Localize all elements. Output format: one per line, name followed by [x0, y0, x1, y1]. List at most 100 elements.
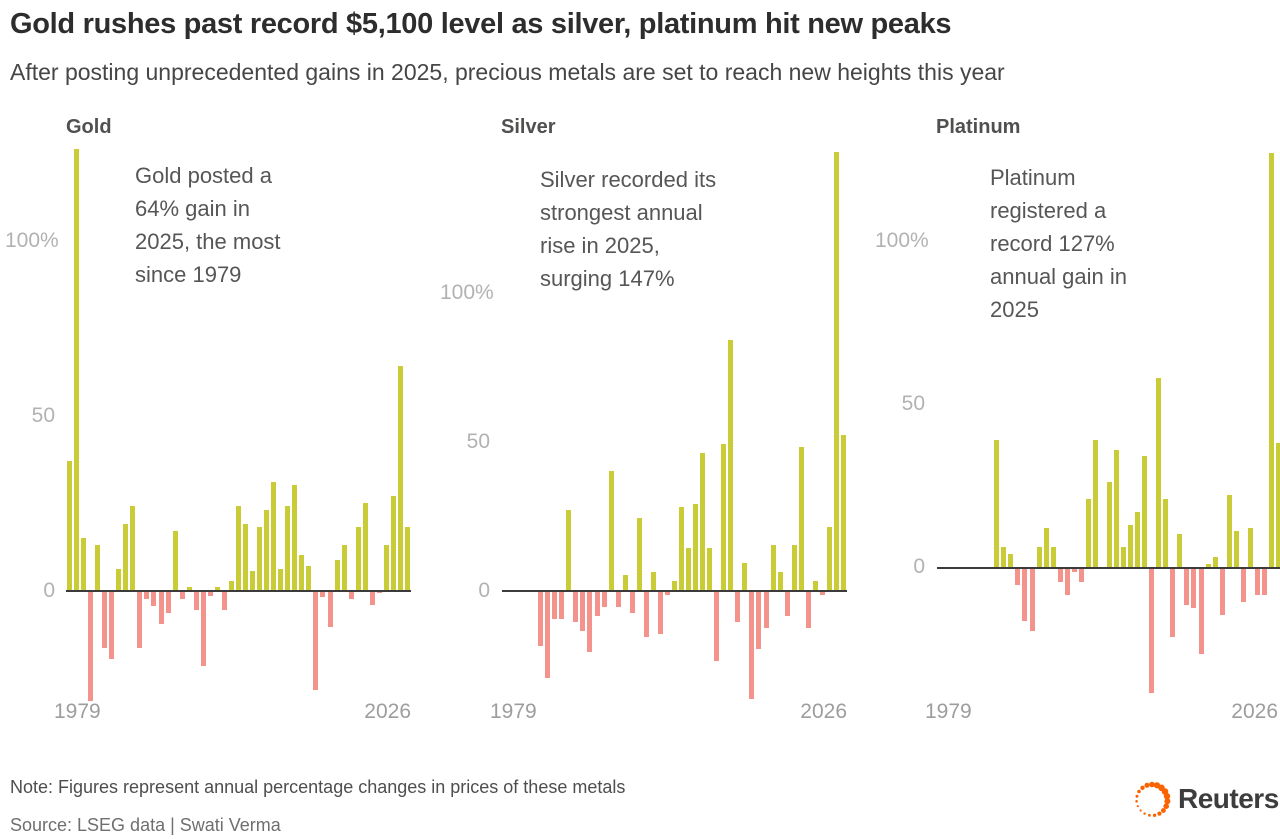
silver-annotation: Silver recorded its strongest annual ris… [540, 167, 717, 291]
bar-gold-2001 [228, 581, 234, 590]
bar-silver-1999 [650, 572, 656, 590]
bar-platinum-2020 [1233, 531, 1239, 567]
bar-platinum-1989 [1015, 569, 1021, 586]
bar-gold-2018 [348, 592, 354, 599]
bar-platinum-2008 [1149, 569, 1155, 693]
bar-platinum-2021 [1240, 569, 1246, 602]
bar-gold-1989 [144, 592, 150, 599]
bar-silver-2022 [812, 581, 818, 590]
bar-gold-2010 [292, 485, 298, 590]
bar-platinum-1988 [1008, 553, 1014, 567]
zero-axis-line [502, 590, 847, 592]
bar-silver-1997 [636, 518, 642, 590]
bar-platinum-2002 [1106, 482, 1112, 567]
bar-silver-2003 [679, 506, 685, 590]
platinum-panel-title: Platinum [936, 116, 1021, 138]
bar-silver-2012 [742, 563, 748, 590]
bar-gold-2013 [313, 592, 319, 690]
bar-gold-1984 [109, 592, 115, 659]
bar-silver-2015 [763, 592, 769, 628]
bar-platinum-2007 [1142, 456, 1148, 567]
bar-platinum-2018 [1219, 569, 1225, 615]
bar-platinum-1999 [1085, 498, 1091, 567]
bar-gold-2017 [341, 544, 347, 590]
bar-gold-2006 [264, 509, 270, 590]
bar-silver-2000 [657, 592, 663, 634]
bar-platinum-2019 [1226, 495, 1232, 567]
bar-silver-2013 [749, 592, 755, 700]
bar-platinum-2015 [1198, 569, 1204, 654]
bar-silver-1985 [552, 592, 558, 619]
bar-platinum-2006 [1135, 511, 1141, 567]
bar-gold-2014 [320, 592, 326, 598]
silver-bar-chart [502, 148, 847, 713]
bar-silver-1984 [545, 592, 551, 679]
bar-gold-1988 [137, 592, 143, 648]
bar-gold-2015 [327, 592, 333, 627]
bar-platinum-2016 [1205, 563, 1211, 567]
gold-bar-chart [66, 148, 411, 713]
platinum-annotation: Platinum registered a record 127% annual… [990, 165, 1128, 322]
bar-gold-2022 [376, 592, 382, 594]
platinum-xtick-2026: 2026 [1231, 700, 1278, 723]
bar-platinum-2023 [1254, 569, 1260, 596]
bar-gold-1995 [186, 586, 192, 590]
bar-gold-1992 [165, 592, 171, 613]
bar-silver-2002 [671, 581, 677, 590]
bar-gold-1985 [116, 569, 122, 590]
reuters-dotted-circle-icon [1135, 781, 1171, 817]
bar-platinum-1994 [1050, 547, 1056, 567]
bar-silver-2017 [777, 572, 783, 590]
bar-platinum-2011 [1170, 569, 1176, 638]
bar-silver-1986 [559, 592, 565, 619]
bar-silver-1998 [643, 592, 649, 637]
bar-platinum-2004 [1121, 547, 1127, 567]
bar-silver-2011 [735, 592, 741, 622]
bar-gold-1991 [158, 592, 164, 624]
bar-silver-1994 [615, 592, 621, 607]
bar-silver-1992 [601, 592, 607, 607]
bar-silver-1987 [566, 509, 572, 590]
reuters-logo: Reuters [1128, 774, 1279, 826]
gold-xtick-2026: 2026 [364, 700, 411, 723]
bar-gold-2012 [306, 565, 312, 590]
bar-gold-1996 [193, 592, 199, 610]
bar-gold-1981 [88, 592, 94, 701]
bar-platinum-2012 [1177, 534, 1183, 567]
bar-gold-2020 [362, 502, 368, 590]
bar-silver-2014 [756, 592, 762, 649]
silver-panel-title: Silver [501, 116, 556, 138]
bar-silver-2021 [805, 592, 811, 628]
bar-gold-1993 [172, 530, 178, 590]
silver-ytick-100: 100% [440, 281, 494, 304]
bar-platinum-1996 [1064, 569, 1070, 596]
bar-gold-1979 [74, 149, 80, 590]
silver-xtick-2026: 2026 [800, 700, 847, 723]
bar-silver-2016 [770, 545, 776, 590]
bar-gold-2024 [390, 495, 396, 590]
bar-silver-2019 [791, 545, 797, 590]
bar-gold-2025 [397, 366, 403, 590]
bar-gold-1982 [95, 544, 101, 590]
bar-platinum-2014 [1191, 569, 1197, 609]
source-line: Source: LSEG data | Swati Verma [10, 815, 281, 835]
bar-gold-2005 [257, 527, 263, 590]
silver-ytick-50: 50 [466, 430, 490, 453]
bar-platinum-2010 [1163, 498, 1169, 567]
bar-gold-1998 [207, 592, 213, 596]
bar-silver-1996 [629, 592, 635, 613]
bar-platinum-2025 [1268, 152, 1274, 567]
gold-ytick-50: 50 [31, 404, 55, 427]
reuters-logo-text: Reuters [1178, 783, 1279, 814]
bar-gold-2019 [355, 527, 361, 590]
bar-silver-1991 [594, 592, 600, 616]
bar-platinum-1986 [994, 439, 1000, 567]
gold-panel-title: Gold [66, 116, 112, 138]
bar-silver-1988 [573, 592, 579, 622]
bar-gold-1990 [151, 592, 157, 606]
bar-silver-2005 [693, 503, 699, 590]
bar-gold-2016 [334, 560, 340, 590]
bar-gold-1987 [130, 506, 136, 590]
bar-platinum-1991 [1029, 569, 1035, 631]
bar-gold-2004 [250, 570, 256, 590]
